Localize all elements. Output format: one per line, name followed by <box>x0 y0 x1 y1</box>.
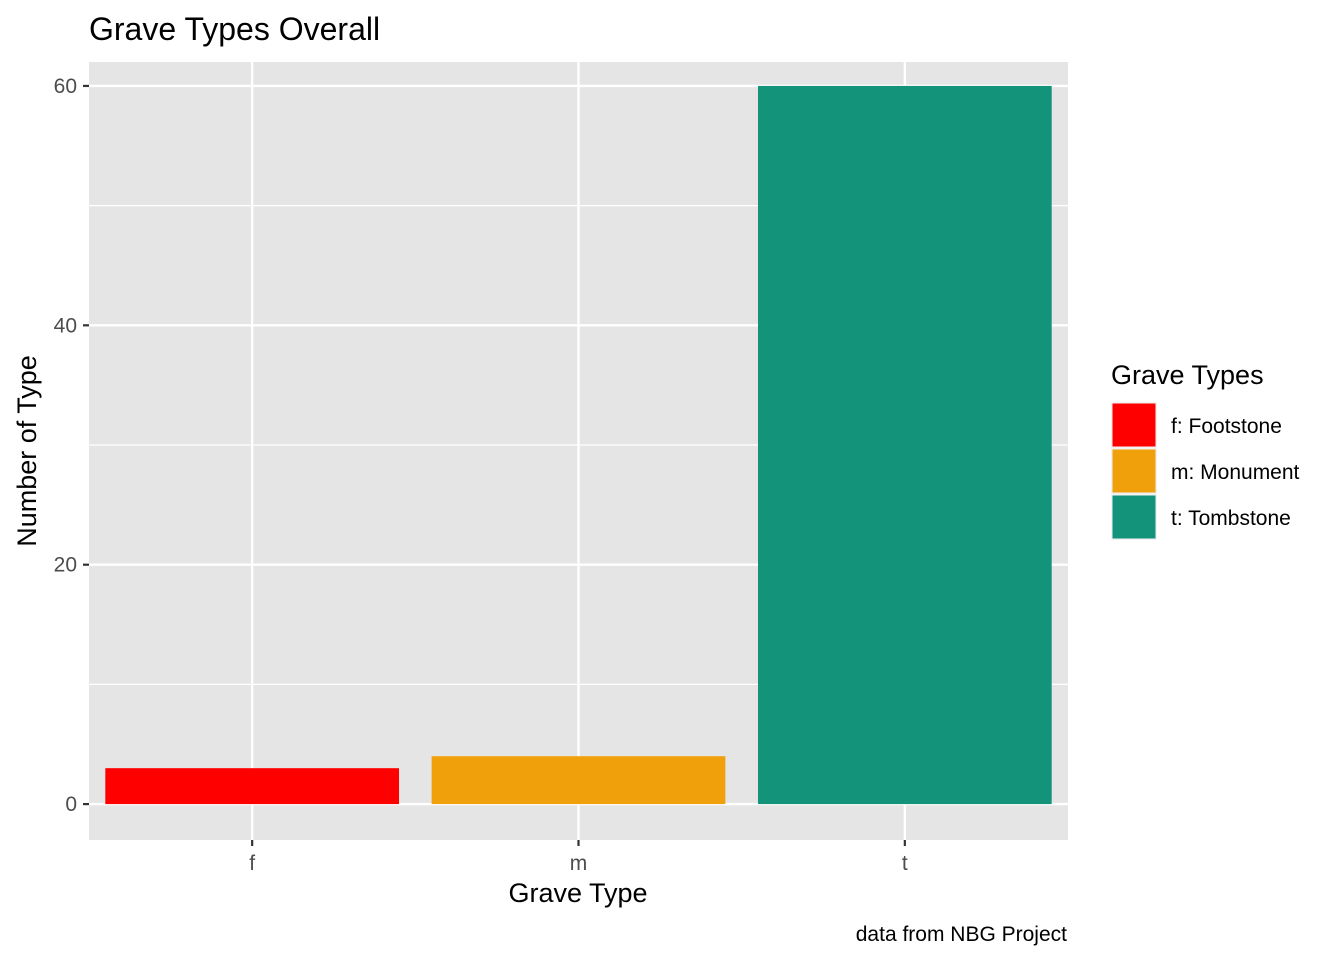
legend-swatch <box>1112 449 1156 493</box>
bar-t <box>757 85 1052 805</box>
y-axis: 0 20 40 60 <box>54 75 89 816</box>
legend-swatch <box>1112 495 1156 539</box>
legend-swatch <box>1112 403 1156 447</box>
chart-title: Grave Types Overall <box>89 11 380 47</box>
y-tick-label: 20 <box>54 554 77 577</box>
legend-label: t: Tombstone <box>1171 507 1291 530</box>
legend-label: m: Monument <box>1171 461 1300 484</box>
y-tick-label: 40 <box>54 314 77 337</box>
y-axis-title: Number of Type <box>12 355 42 547</box>
x-tick-label: f <box>249 852 255 875</box>
y-tick-label: 0 <box>65 793 77 816</box>
bars <box>105 85 1052 805</box>
y-tick-label: 60 <box>54 75 77 98</box>
x-axis-title: Grave Type <box>508 878 647 908</box>
bar-m <box>431 756 726 805</box>
chart-caption: data from NBG Project <box>856 923 1067 946</box>
legend-items: f: Footstone m: Monument t: Tombstone <box>1111 402 1300 540</box>
legend: Grave Types f: Footstone m: Monument t: To… <box>1111 360 1300 540</box>
x-tick-label: m <box>570 852 588 875</box>
bar-f <box>105 768 400 805</box>
legend-label: f: Footstone <box>1171 415 1282 438</box>
legend-title: Grave Types <box>1111 360 1264 390</box>
x-tick-label: t <box>902 852 908 875</box>
